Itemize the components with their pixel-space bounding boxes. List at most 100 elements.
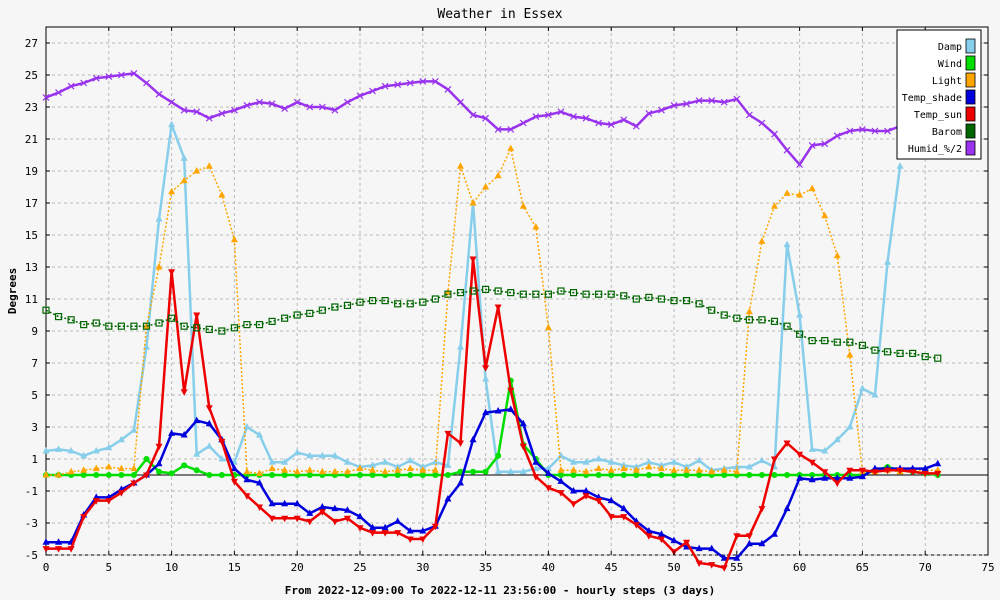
temp-sun-point bbox=[318, 509, 326, 516]
temp-sun-point bbox=[758, 506, 766, 513]
wind-point bbox=[407, 472, 414, 478]
series-humid-2 bbox=[42, 69, 904, 169]
temp-sun-point bbox=[117, 490, 125, 497]
barom-point bbox=[595, 290, 603, 298]
temp-sun-point bbox=[168, 269, 176, 276]
temp-sun-point bbox=[406, 536, 414, 543]
wind-point bbox=[143, 456, 150, 462]
temp-shade-point bbox=[846, 474, 854, 481]
light-point bbox=[243, 467, 251, 475]
temp-shade-point bbox=[733, 554, 741, 561]
legend-label: Wind bbox=[938, 59, 962, 70]
humid-2-point bbox=[369, 87, 376, 95]
humid-2-point bbox=[544, 111, 552, 119]
temp-shade-point bbox=[670, 536, 678, 544]
wind-point bbox=[432, 472, 439, 478]
humid-2-point bbox=[482, 114, 490, 122]
barom-point bbox=[356, 298, 364, 306]
damp-point bbox=[55, 445, 63, 452]
temp-sun-point bbox=[55, 546, 63, 553]
light-point bbox=[419, 466, 427, 473]
legend-swatch bbox=[965, 55, 976, 71]
temp-shade-point bbox=[318, 503, 326, 510]
barom-point bbox=[318, 306, 326, 314]
legend-swatch bbox=[965, 38, 976, 54]
damp-point bbox=[80, 451, 88, 459]
damp-point bbox=[808, 445, 816, 452]
temp-sun-point bbox=[230, 478, 238, 486]
temp-shade-point bbox=[821, 474, 829, 481]
temp-shade-point bbox=[532, 458, 540, 465]
humid-2-point bbox=[532, 113, 540, 121]
legend: Damp Wind Light Temp_shade Temp_sun Barom Humi… bbox=[896, 29, 982, 160]
y-tick-label: 27 bbox=[25, 37, 38, 50]
barom-point bbox=[695, 300, 703, 308]
humid-2-point bbox=[683, 100, 690, 108]
temp-sun-point bbox=[808, 459, 816, 467]
light-point bbox=[745, 307, 753, 315]
y-tick-label: 13 bbox=[25, 261, 38, 274]
temp-sun-point bbox=[557, 490, 565, 497]
humid-2-point bbox=[356, 92, 364, 100]
legend-swatch bbox=[965, 123, 976, 139]
temp-shade-point bbox=[243, 475, 251, 483]
wind-point bbox=[357, 472, 363, 478]
damp-point bbox=[256, 431, 264, 438]
y-tick-label: -1 bbox=[25, 485, 38, 498]
legend-swatch bbox=[965, 89, 976, 105]
temp-shade-point bbox=[394, 517, 402, 524]
light-point bbox=[456, 162, 464, 169]
humid-2-point bbox=[67, 82, 75, 90]
humid-2-point bbox=[469, 111, 477, 119]
light-point bbox=[846, 351, 854, 358]
humid-2-point bbox=[771, 130, 778, 138]
damp-point bbox=[519, 467, 527, 475]
damp-point bbox=[821, 447, 829, 454]
legend-label: Temp_shade bbox=[902, 93, 962, 104]
wind-point bbox=[306, 472, 313, 478]
humid-2-point bbox=[708, 97, 716, 105]
humid-2-point bbox=[394, 81, 402, 89]
y-axis-label: Degrees bbox=[6, 268, 19, 314]
legend-swatch bbox=[965, 106, 976, 122]
light-point bbox=[155, 263, 163, 270]
temp-sun-point bbox=[494, 304, 502, 311]
barom-point bbox=[343, 301, 352, 309]
temp-sun-point bbox=[858, 467, 866, 475]
barom-point bbox=[883, 348, 892, 356]
temp-shade-point bbox=[934, 459, 942, 467]
damp-point bbox=[544, 464, 552, 472]
temp-sun-point bbox=[570, 501, 578, 508]
barom-point bbox=[368, 297, 377, 305]
x-axis-label: From 2022-12-09:00 To 2022-12-11 23:56:0… bbox=[285, 584, 715, 597]
barom-point bbox=[218, 327, 226, 335]
y-tick-label: 5 bbox=[31, 389, 38, 402]
temp-sun-point bbox=[80, 514, 88, 521]
temp-sun-point bbox=[67, 546, 75, 553]
barom-point bbox=[544, 290, 553, 298]
light-point bbox=[67, 467, 75, 475]
barom-point bbox=[394, 300, 402, 308]
humid-2-point bbox=[318, 103, 326, 111]
temp-sun-point bbox=[431, 523, 439, 531]
temp-shade-point bbox=[494, 407, 502, 414]
temp-sun-point bbox=[770, 456, 778, 463]
humid-2-point bbox=[758, 119, 766, 127]
light-point bbox=[318, 467, 326, 475]
temp-sun-point bbox=[708, 562, 716, 569]
damp-point bbox=[494, 467, 502, 475]
barom-point bbox=[670, 297, 678, 305]
light-point bbox=[695, 466, 703, 473]
light-point bbox=[833, 251, 841, 259]
temp-sun-point bbox=[130, 480, 138, 487]
temp-sun-point bbox=[218, 438, 226, 446]
humid-2-point bbox=[130, 69, 138, 77]
damp-point bbox=[369, 461, 377, 468]
x-tick-label: 65 bbox=[856, 561, 869, 574]
barom-point bbox=[569, 289, 578, 297]
light-point bbox=[494, 171, 502, 179]
barom-point bbox=[293, 311, 301, 319]
temp-sun-point bbox=[745, 533, 753, 540]
damp-point bbox=[846, 423, 854, 430]
barom-point bbox=[180, 322, 188, 330]
